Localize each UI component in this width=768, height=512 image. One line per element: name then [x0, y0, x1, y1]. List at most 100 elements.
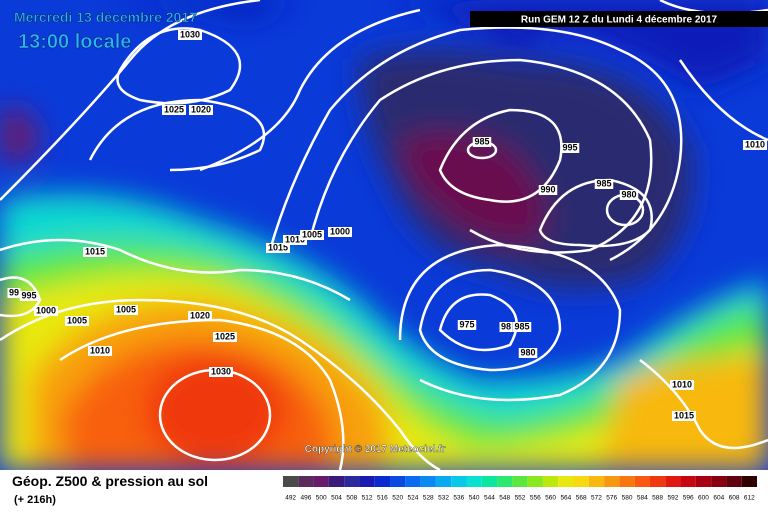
isobar-label-bg — [266, 243, 290, 253]
scale-label: 552 — [515, 495, 526, 502]
isobar-label: 985 — [474, 136, 489, 146]
isobar-label-bg — [189, 105, 213, 115]
scale-label: 576 — [606, 495, 617, 502]
scale-swatch — [481, 476, 498, 487]
color-scale: 492 496 500 504 508 512 516 520 524 528 532 536 540 5… — [283, 476, 757, 502]
scale-label: 496 — [301, 495, 312, 502]
isobar-label: 1010 — [745, 139, 765, 149]
scale-label: 560 — [545, 495, 556, 502]
forecast-time: 13:00 locale — [18, 31, 131, 53]
scale-label: 516 — [377, 495, 388, 502]
isobar-label-bg — [594, 179, 614, 189]
scale-label: 588 — [652, 495, 663, 502]
scale-label: 564 — [560, 495, 571, 502]
isobar-label: 1030 — [211, 366, 231, 376]
scale-swatch — [374, 476, 391, 487]
scale-swatch — [527, 476, 543, 487]
scale-swatch — [542, 476, 559, 487]
isobar-label: 1015 — [674, 410, 694, 420]
scale-label: 600 — [698, 495, 709, 502]
scale-label: 504 — [331, 495, 342, 502]
isobar-label: 1010 — [90, 345, 110, 355]
isobar-label-bg — [457, 320, 477, 330]
scale-swatch — [390, 476, 406, 487]
isobar-label-bg — [88, 346, 112, 356]
scale-swatch — [405, 476, 421, 487]
scale-label: 532 — [438, 495, 449, 502]
isobar-label: 1010 — [672, 379, 692, 389]
isobar-label-bg — [83, 247, 107, 257]
scale-label: 508 — [346, 495, 357, 502]
isobar-label-bg — [162, 105, 186, 115]
scale-label: 524 — [408, 495, 419, 502]
isobar-label-bg — [114, 305, 138, 315]
isobar-label: 1025 — [164, 104, 184, 114]
isobar-label: 1015 — [268, 242, 288, 252]
isobar-label: 980 — [621, 189, 636, 199]
isobar-label: 1010 — [285, 234, 305, 244]
scale-label: 580 — [622, 495, 633, 502]
isobar-label: 1000 — [330, 226, 350, 236]
scale-swatch — [726, 476, 742, 487]
isobar-label: 1025 — [215, 331, 235, 341]
scale-label: 556 — [530, 495, 541, 502]
scale-label: 568 — [576, 495, 587, 502]
scale-swatch — [634, 476, 650, 487]
scale-swatch — [497, 476, 513, 487]
isobar-label-bg — [743, 140, 767, 150]
isobar-label-bg — [672, 411, 696, 421]
isobar-label-bg — [300, 230, 324, 240]
scale-label: 540 — [469, 495, 480, 502]
scale-label: 572 — [591, 495, 602, 502]
scale-swatch — [741, 476, 757, 487]
scale-swatch — [649, 476, 666, 487]
scale-label: 520 — [392, 495, 403, 502]
isobar-label-bg — [670, 380, 694, 390]
scale-swatch — [435, 476, 452, 487]
isobar-label: 995 — [562, 142, 577, 152]
isobar-label-bg — [328, 227, 352, 237]
isobar-label-bg — [619, 190, 639, 200]
scale-label: 492 — [285, 495, 296, 502]
isobar-label: 985 — [596, 178, 611, 188]
scale-label: 584 — [637, 495, 648, 502]
scale-label: 612 — [744, 495, 755, 502]
scale-label: 596 — [683, 495, 694, 502]
scale-label: 604 — [713, 495, 724, 502]
scale-label: 592 — [667, 495, 678, 502]
isobar-label: 1005 — [116, 304, 136, 314]
isobar-label-bg — [65, 316, 89, 326]
isobar-label: 99 — [9, 287, 19, 297]
scale-swatch — [298, 476, 314, 487]
scale-swatch — [573, 476, 589, 487]
scale-swatch — [512, 476, 528, 487]
isobar-label-bg — [472, 137, 492, 147]
isobar-label-bg — [188, 311, 212, 321]
isobar-label: 1020 — [191, 104, 211, 114]
scale-swatch — [420, 476, 436, 487]
forecast-date: Mercredi 13 décembre 2017 — [14, 9, 197, 25]
isobar-label-bg — [518, 348, 538, 358]
scale-label: 512 — [362, 495, 373, 502]
isobar-label: 975 — [459, 319, 474, 329]
isobar-label: 98 — [501, 321, 511, 331]
legend-lead: (+ 216h) — [14, 494, 56, 506]
scale-label: 500 — [316, 495, 327, 502]
scale-swatch — [451, 476, 467, 487]
isobar-label-bg — [213, 332, 237, 342]
isobar-label: 995 — [21, 290, 36, 300]
isobar-label-bg — [283, 235, 307, 245]
scale-swatch — [344, 476, 360, 487]
scale-swatch — [665, 476, 681, 487]
isobar-label: 1005 — [67, 315, 87, 325]
scale-swatch — [313, 476, 329, 487]
scale-label: 528 — [423, 495, 434, 502]
isobar-label-bg — [499, 322, 513, 332]
isobar-label: 1000 — [36, 305, 56, 315]
isobar-label-bg — [178, 30, 202, 40]
scale-label: 548 — [499, 495, 510, 502]
scale-swatch — [558, 476, 574, 487]
isobar-label-bg — [512, 322, 532, 332]
